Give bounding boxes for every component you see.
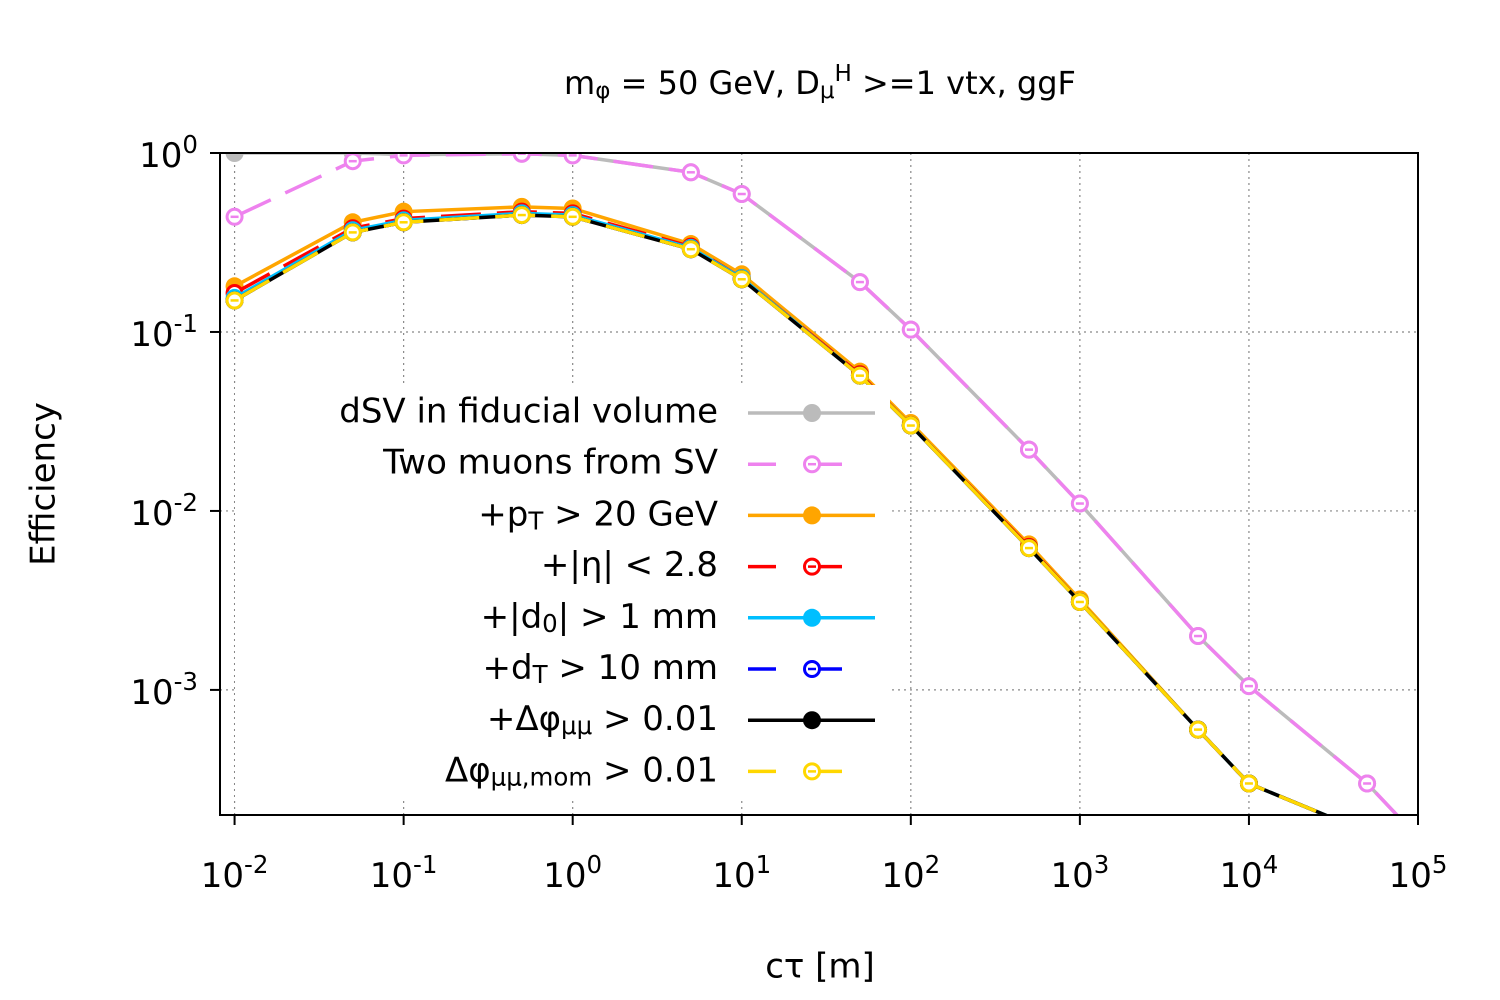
y-axis-label: Efficiency [24, 402, 64, 566]
y-tick-label: 10-1 [130, 309, 198, 354]
legend-label: +pT > 20 GeV [478, 494, 718, 536]
axes: 10-2 10-1 100 101 102 103 104 105 100 10-1 10-2 10-… [130, 130, 1447, 895]
plot-frame [219, 152, 1419, 816]
marker [1360, 825, 1375, 840]
legend-label: dSV in fiducial volume [339, 392, 718, 432]
legend-label: Δφμμ,mom > 0.01 [445, 750, 718, 792]
legend-label: Two muons from SV [382, 443, 718, 483]
plot-area [225, 153, 1427, 846]
legend-label: +|η| < 2.8 [541, 545, 718, 585]
marker [1358, 823, 1376, 841]
legend-label: +Δφμμ > 0.01 [487, 699, 718, 741]
marker [1358, 823, 1376, 841]
x-tick-label: 102 [881, 850, 940, 895]
x-tick-label: 10-2 [201, 850, 269, 895]
marker [1360, 825, 1375, 840]
x-tick-label: 100 [543, 850, 602, 895]
series-line [233, 213, 1330, 815]
marker [1409, 828, 1427, 846]
x-tick-label: 105 [1389, 850, 1448, 895]
x-tick-label: 103 [1050, 850, 1109, 895]
marker [1411, 830, 1426, 845]
marker [803, 506, 821, 525]
x-tick-label: 10-1 [370, 850, 438, 895]
marker [1358, 823, 1376, 841]
y-tick-label: 10-2 [130, 488, 198, 533]
marker [1360, 825, 1375, 840]
marker [803, 608, 821, 627]
legend-label: +dT > 10 mm [483, 648, 718, 690]
y-tick-label: 10-3 [130, 667, 198, 712]
x-tick-label: 104 [1220, 850, 1279, 895]
marker [803, 404, 821, 422]
x-axis-label: cτ [m] [765, 947, 875, 987]
legend: dSV in fiducial volume Two muons from SV +… [339, 392, 875, 792]
legend-label: +|d0| > 1 mm [481, 596, 718, 638]
y-tick-label: 100 [139, 130, 198, 175]
marker [225, 153, 244, 162]
x-tick-label: 101 [712, 850, 771, 895]
marker [803, 711, 821, 730]
legend-background [235, 385, 890, 800]
chart-title: mφ = 50 GeV, DμH >=1 vtx, ggF [564, 61, 1076, 104]
